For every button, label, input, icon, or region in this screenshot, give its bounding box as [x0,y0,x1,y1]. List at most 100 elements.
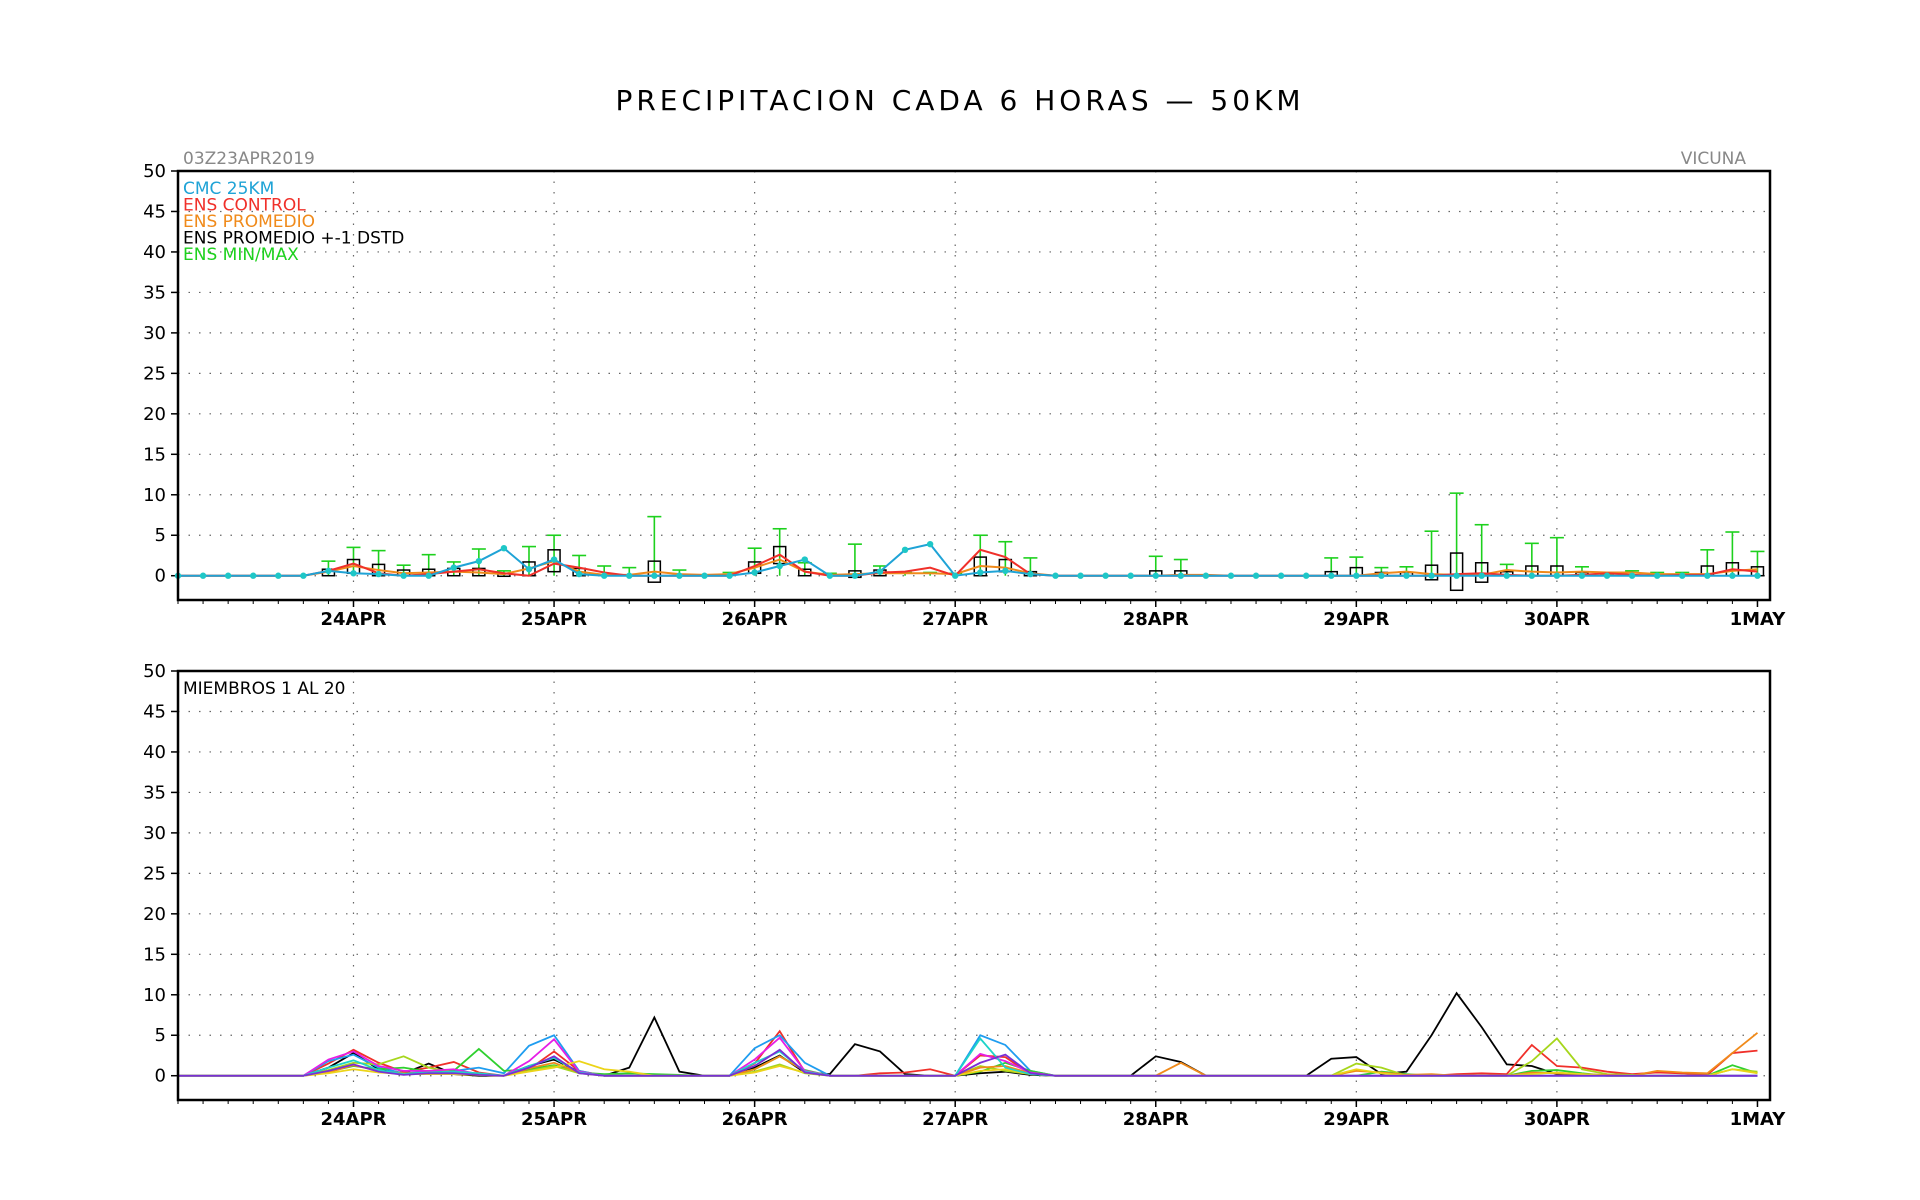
cmc-point [1503,572,1510,579]
x-tick-label: 28APR [1123,609,1189,630]
y-tick-label: 35 [143,782,166,803]
cmc-point [926,540,934,548]
cmc-point [776,562,783,570]
member-line [178,1048,1758,1077]
cmc-point [300,572,307,579]
cmc-point [1328,572,1335,579]
member-line [178,991,1758,1077]
y-tick-label: 20 [143,904,166,925]
y-tick-label: 5 [155,1025,166,1046]
y-tick-label: 30 [143,823,166,844]
x-tick-label: 29APR [1323,609,1389,630]
legend-entry: ENS MIN/MAX [183,245,299,265]
cmc-point [1628,572,1636,579]
cmc-point [1102,572,1109,579]
y-tick-label: 0 [155,1066,166,1087]
y-tick-label: 10 [143,485,166,506]
plot-frame [176,669,1772,1102]
std-box [1474,562,1489,583]
cmc-point [951,572,959,579]
y-tick-label: 5 [155,525,166,546]
y-tick-label: 10 [143,985,166,1006]
y-tick-label: 40 [143,742,166,763]
plot-frame [176,169,1772,602]
cmc-point [1528,572,1536,579]
cmc-point [450,564,457,571]
cmc-point [1578,572,1586,579]
chart-title: PRECIPITACION CADA 6 HORAS — 50KM [615,84,1304,117]
cmc-point [1052,572,1059,579]
y-tick-label: 35 [143,282,166,303]
cmc-point [224,572,232,579]
x-tick-label: 27APR [922,1109,988,1130]
x-tick-label: 25APR [521,1109,587,1130]
x-tick-label: 27APR [922,609,988,630]
cmc-point [500,544,508,552]
cmc-point [1754,572,1761,579]
cmc-point [400,572,407,579]
cmc-point [1403,572,1410,579]
cmc-point [475,557,483,565]
x-tick-label: 29APR [1323,1109,1389,1130]
x-tick-label: 26APR [722,609,788,630]
cmc-point [199,572,207,579]
cmc-point [550,556,558,563]
x-tick-label: 24APR [320,609,386,630]
x-tick-label: 30APR [1524,1109,1590,1130]
cmc-point [525,566,533,573]
std-box [1424,564,1439,581]
y-tick-label: 40 [143,242,166,263]
x-tick-label: 25APR [521,609,587,630]
cmc-point [751,569,758,576]
cmc-point [575,570,583,578]
cmc-point [801,556,808,563]
std-box [1449,552,1464,592]
cmc-point [1227,572,1235,579]
bottom-panel: 0 5 10 15 20 25 30 35 40 45 50 24APR 25APR 26APR 27APR… [143,661,1786,1130]
x-tick-label: 1MAY [1730,1109,1787,1130]
cmc-point [275,572,282,579]
cmc-point [1152,572,1159,579]
cmc-point [1302,572,1310,579]
cmc-point [1478,572,1485,579]
cmc-point [977,569,984,576]
series-line [178,548,1758,577]
cmc-point [1704,572,1711,579]
cmc-point [1653,572,1661,579]
cmc-point [826,572,834,579]
cmc-point [1202,572,1210,579]
cmc-point [1002,567,1009,575]
cmc-point [425,572,432,579]
top-panel: 0 5 10 15 20 25 30 35 40 45 50 24APR 25APR 26APR 27APR… [143,161,1786,630]
cmc-point [1603,572,1611,579]
cmc-point [1378,572,1385,579]
y-tick-label: 50 [143,161,166,182]
x-tick-label: 30APR [1524,609,1590,630]
run-label: 03Z23APR2019 [183,149,315,169]
cmc-point [726,572,733,579]
cmc-point [1353,572,1360,579]
y-tick-label: 45 [143,201,166,222]
cmc-point [1177,572,1185,579]
station-label: VICUNA [1681,149,1747,169]
cmc-point [851,572,859,579]
y-tick-label: 20 [143,404,166,425]
y-tick-label: 45 [143,701,166,722]
x-tick-label: 24APR [320,1109,386,1130]
y-tick-label: 0 [155,566,166,587]
y-tick-label: 25 [143,863,166,884]
x-tick-label: 28APR [1123,1109,1189,1130]
members-annotation: MIEMBROS 1 AL 20 [183,679,346,699]
cmc-point [876,568,884,575]
cmc-point [1277,572,1285,579]
cmc-point [350,570,357,577]
cmc-point [1252,572,1260,579]
y-tick-label: 25 [143,363,166,384]
cmc-point [701,572,708,579]
x-tick-label: 26APR [722,1109,788,1130]
cmc-point [901,546,909,554]
cmc-point [651,572,658,579]
cmc-point [1553,572,1561,579]
cmc-point [1729,572,1736,579]
